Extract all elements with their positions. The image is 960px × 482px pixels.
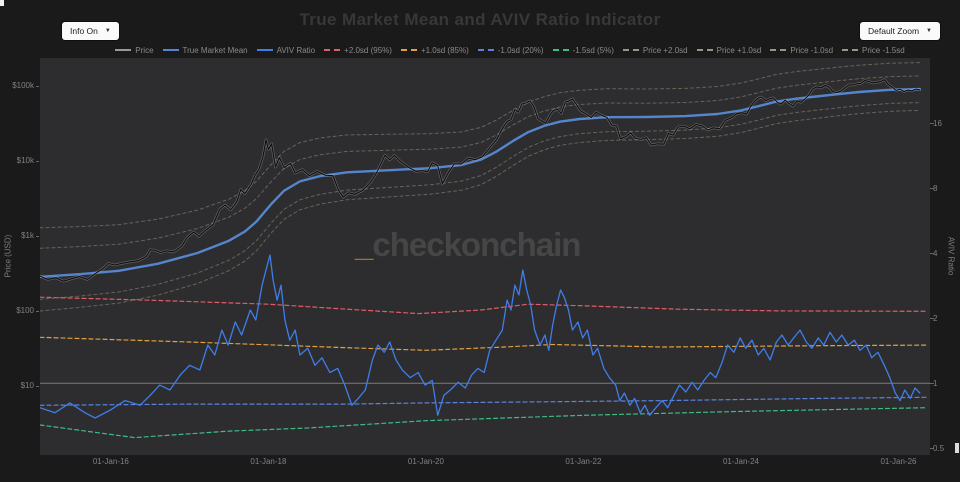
left-axis-tick: $10: [20, 381, 34, 391]
chart-canvas: [40, 62, 930, 439]
legend-line-swatch: [552, 49, 569, 51]
legend-line-swatch: [115, 49, 132, 51]
legend-label: -1.5sd (5%): [572, 45, 614, 55]
axis-tickmark: [930, 318, 934, 320]
chart-legend: Price True Market Mean AVIV Ratio +2.0sd (9…: [70, 44, 950, 56]
right-axis-tick: 4: [933, 248, 938, 258]
legend-label: +1.0sd (85%): [420, 45, 469, 55]
zoom-preset-dropdown[interactable]: Default Zoom ▼: [860, 22, 940, 40]
series-1-5sd-5: [40, 407, 927, 439]
legend-label: -1.0sd (20%): [497, 45, 544, 55]
info-toggle-label: Info On: [70, 26, 98, 36]
x-axis-tick: 01-Jan-26: [880, 457, 917, 466]
axis-tickmark: [930, 383, 934, 385]
axis-tickmark: [36, 160, 39, 162]
axis-tickmark: [36, 385, 39, 387]
legend-line-swatch: [770, 49, 787, 51]
legend-item-price[interactable]: Price: [115, 45, 154, 55]
band-price-1-0sd: [40, 75, 921, 249]
axis-tickmark: [930, 123, 934, 125]
band-price-1-5sd: [40, 109, 921, 312]
legend-label: Price +1.0sd: [716, 45, 762, 55]
axis-tickmark: [36, 85, 39, 87]
edge-artifact: [955, 443, 959, 453]
right-axis-tick: 0.5: [933, 443, 945, 453]
right-axis-tick: 8: [933, 183, 938, 193]
legend-item-price-1-0sd[interactable]: Price +1.0sd: [696, 45, 762, 55]
legend-item-1-5sd-5[interactable]: -1.5sd (5%): [552, 45, 614, 55]
left-axis-title: Price (USD): [3, 234, 13, 278]
left-axis-tick: $1k: [21, 231, 34, 241]
series-true-market-mean: [40, 87, 921, 278]
plot-area[interactable]: _checkonchain: [40, 58, 930, 455]
legend-label: Price +2.0sd: [642, 45, 688, 55]
legend-item-price-1-0sd[interactable]: Price -1.0sd: [770, 46, 833, 55]
legend-label: Price -1.0sd: [790, 45, 834, 55]
legend-item-price-1-5sd[interactable]: Price -1.5sd: [842, 46, 905, 55]
band-price-1-0sd: [40, 102, 921, 300]
axis-tickmark: [930, 253, 934, 255]
series-1-0sd-20: [40, 396, 927, 406]
legend-item-1-0sd-20[interactable]: -1.0sd (20%): [477, 45, 544, 55]
axis-tickmark: [36, 235, 39, 237]
legend-item-2-0sd-95[interactable]: +2.0sd (95%): [324, 46, 392, 55]
legend-item-1-0sd-85[interactable]: +1.0sd (85%): [400, 45, 469, 55]
info-toggle-dropdown[interactable]: Info On ▼: [62, 22, 119, 40]
chart-title: True Market Mean and AVIV Ratio Indicato…: [299, 10, 661, 29]
legend-line-swatch: [324, 49, 341, 51]
legend-label: +2.0sd (95%): [344, 45, 392, 55]
left-axis-tick: $100k: [12, 81, 34, 91]
x-axis-tick: 01-Jan-18: [250, 457, 287, 466]
right-axis-tick: 16: [933, 118, 942, 128]
series-2-0sd-95: [40, 296, 927, 315]
legend-label: AVIV Ratio: [276, 45, 316, 55]
left-axis-tick: $10k: [16, 156, 34, 166]
legend-item-aviv-ratio[interactable]: AVIV Ratio: [256, 45, 316, 55]
legend-item-true-market-mean[interactable]: True Market Mean: [162, 45, 248, 55]
legend-label: True Market Mean: [182, 45, 248, 55]
axis-tickmark: [930, 188, 934, 190]
caret-down-icon: ▼: [104, 28, 111, 34]
series-1-0sd-85: [40, 336, 927, 351]
right-axis-title: AVIV Ratio: [946, 236, 956, 276]
legend-line-swatch: [622, 49, 639, 51]
x-axis-tick: 01-Jan-24: [722, 457, 759, 466]
legend-line-swatch: [842, 49, 859, 51]
right-axis-tick: 2: [933, 313, 938, 323]
axis-tickmark: [930, 448, 934, 450]
legend-line-swatch: [400, 49, 417, 51]
axis-tickmark: [36, 310, 39, 312]
series-aviv-ratio: [40, 254, 921, 419]
band-price-2-0sd: [40, 62, 921, 229]
corner-artifact: [0, 0, 4, 6]
legend-label: Price: [135, 45, 154, 55]
x-axis-tick: 01-Jan-22: [565, 457, 602, 466]
caret-down-icon: ▼: [926, 28, 932, 34]
series-price-halo: [40, 78, 922, 283]
legend-label: Price -1.5sd: [862, 45, 905, 55]
x-axis-tick: 01-Jan-16: [92, 457, 129, 466]
x-axis-tick: 01-Jan-20: [407, 457, 444, 466]
legend-line-swatch: [477, 49, 494, 51]
zoom-preset-label: Default Zoom: [868, 26, 920, 36]
left-axis-tick: $100: [16, 306, 34, 316]
legend-item-price-2-0sd[interactable]: Price +2.0sd: [622, 45, 688, 55]
legend-line-swatch: [696, 49, 713, 51]
legend-line-swatch: [162, 49, 179, 51]
series-price: [40, 79, 921, 282]
legend-line-swatch: [256, 49, 273, 51]
right-axis-tick: 1: [933, 378, 938, 388]
